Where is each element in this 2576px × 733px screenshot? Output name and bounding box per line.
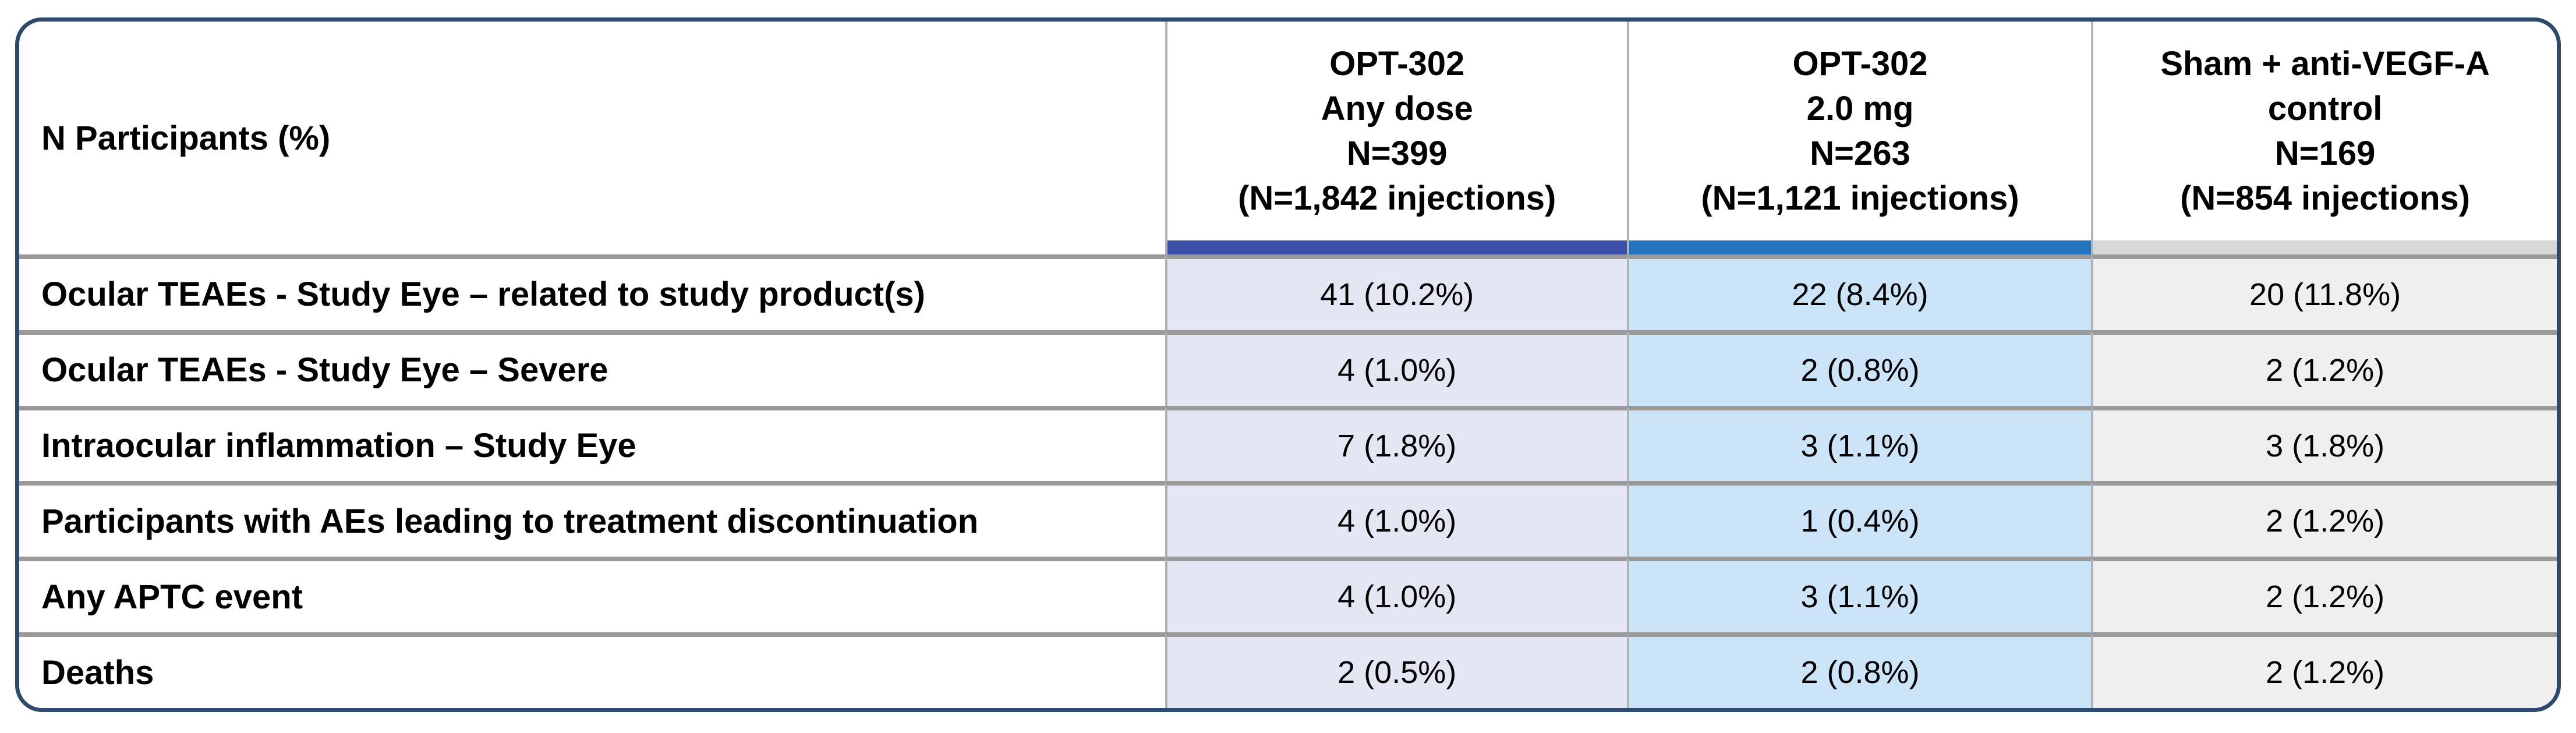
row-label: Participants with AEs leading to treatme…	[19, 481, 1165, 557]
table-cell: 2 (0.8%)	[1626, 330, 2092, 406]
table-cell: 7 (1.8%)	[1165, 405, 1627, 481]
row-label: Any APTC event	[19, 557, 1165, 633]
row-label: Intraocular inflammation – Study Eye	[19, 405, 1165, 481]
accent-bar-2mg	[1626, 240, 2092, 254]
accent-bar-sham-control	[2091, 240, 2557, 254]
table-corner-header: N Participants (%)	[19, 22, 1165, 254]
column-header-sham-control: Sham + anti-VEGF-A control N=169 (N=854 …	[2091, 22, 2557, 240]
table-cell: 4 (1.0%)	[1165, 557, 1627, 633]
table-cell: 20 (11.8%)	[2091, 254, 2557, 330]
table-cell: 4 (1.0%)	[1165, 330, 1627, 406]
table-cell: 2 (0.8%)	[1626, 632, 2092, 708]
row-label: Ocular TEAEs - Study Eye – related to st…	[19, 254, 1165, 330]
table-cell: 3 (1.8%)	[2091, 405, 2557, 481]
column-header-opt302-any-dose: OPT-302 Any dose N=399 (N=1,842 injectio…	[1165, 22, 1627, 240]
table-cell: 3 (1.1%)	[1626, 557, 2092, 633]
table-cell: 2 (1.2%)	[2091, 330, 2557, 406]
table-cell: 4 (1.0%)	[1165, 481, 1627, 557]
table-cell: 41 (10.2%)	[1165, 254, 1627, 330]
table-cell: 2 (1.2%)	[2091, 632, 2557, 708]
table-cell: 1 (0.4%)	[1626, 481, 2092, 557]
column-header-opt302-2mg: OPT-302 2.0 mg N=263 (N=1,121 injections…	[1626, 22, 2092, 240]
accent-bar-any-dose	[1165, 240, 1627, 254]
table-cell: 22 (8.4%)	[1626, 254, 2092, 330]
table-cell: 2 (0.5%)	[1165, 632, 1627, 708]
table-cell: 2 (1.2%)	[2091, 481, 2557, 557]
table-cell: 2 (1.2%)	[2091, 557, 2557, 633]
row-label: Deaths	[19, 632, 1165, 708]
row-label: Ocular TEAEs - Study Eye – Severe	[19, 330, 1165, 406]
safety-table: N Participants (%) OPT-302 Any dose N=39…	[15, 17, 2561, 712]
table-cell: 3 (1.1%)	[1626, 405, 2092, 481]
